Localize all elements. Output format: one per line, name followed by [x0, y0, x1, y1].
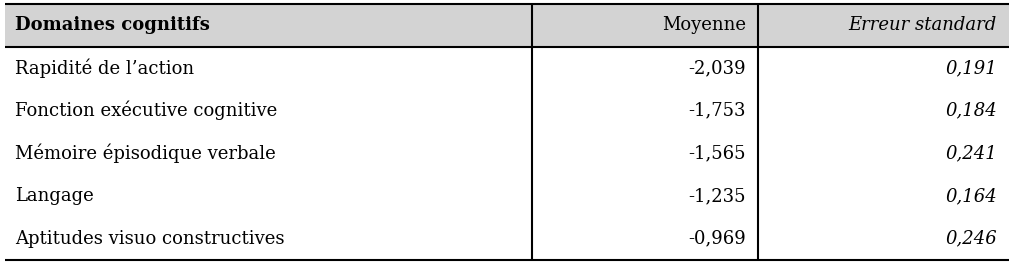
Text: Domaines cognitifs: Domaines cognitifs — [15, 16, 210, 34]
Text: Langage: Langage — [15, 187, 94, 205]
Text: 0,184: 0,184 — [945, 102, 997, 120]
Text: 0,246: 0,246 — [945, 230, 997, 248]
Text: -1,565: -1,565 — [689, 144, 746, 162]
Text: -0,969: -0,969 — [689, 230, 746, 248]
Text: -2,039: -2,039 — [689, 59, 746, 77]
Text: -1,235: -1,235 — [689, 187, 746, 205]
Text: -1,753: -1,753 — [689, 102, 746, 120]
Text: Moyenne: Moyenne — [662, 16, 746, 34]
Text: Fonction exécutive cognitive: Fonction exécutive cognitive — [15, 101, 278, 120]
Text: Rapidité de l’action: Rapidité de l’action — [15, 58, 195, 78]
Text: 0,241: 0,241 — [945, 144, 997, 162]
Text: Mémoire épisodique verbale: Mémoire épisodique verbale — [15, 144, 276, 163]
Text: Aptitudes visuo constructives: Aptitudes visuo constructives — [15, 230, 285, 248]
Bar — [5, 4, 1009, 47]
Text: 0,191: 0,191 — [945, 59, 997, 77]
Text: Erreur standard: Erreur standard — [849, 16, 997, 34]
Text: 0,164: 0,164 — [945, 187, 997, 205]
